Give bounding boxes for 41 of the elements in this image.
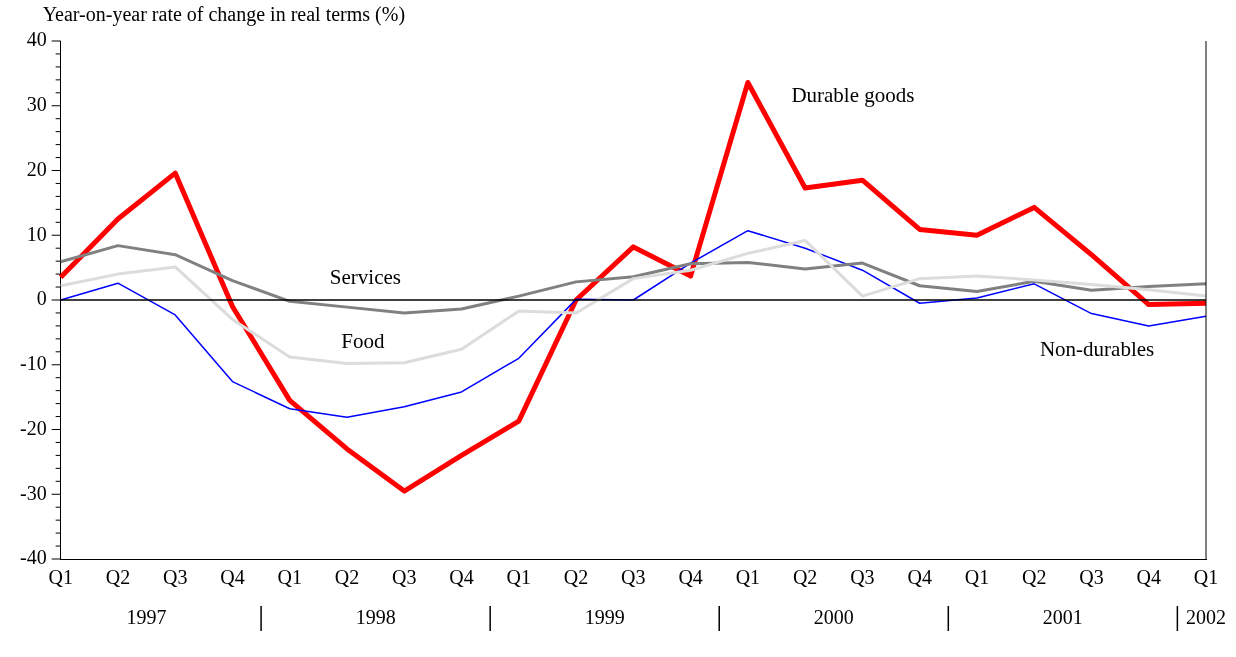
text: 2002 — [1186, 606, 1226, 629]
x-tick-label: Q1 — [277, 566, 302, 589]
x-tick-label: Q3 — [392, 566, 417, 589]
x-tick-label: Q1 — [964, 566, 990, 589]
y-tick-label: -40 — [19, 546, 47, 569]
x-tick-label: Q4 — [1136, 566, 1161, 589]
series-label: Services — [329, 264, 401, 289]
x-tick-label: Q2 — [105, 566, 131, 589]
series-label: Non-durables — [1039, 337, 1155, 362]
x-tick-label: Q4 — [220, 566, 245, 589]
text: 2001 — [1042, 606, 1083, 629]
x-tick-label: Q3 — [850, 566, 875, 589]
x-tick-label: Q1 — [1193, 566, 1219, 589]
y-tick-label: 0 — [36, 287, 47, 310]
y-tick-label: 40 — [26, 28, 47, 51]
x-tick-label: Q2 — [334, 566, 360, 589]
x-tick-label: Q4 — [678, 566, 703, 589]
y-tick-label: 20 — [26, 157, 47, 180]
y-tick-label: -30 — [19, 481, 47, 504]
x-tick-label: Q2 — [792, 566, 818, 589]
text: 1998 — [355, 606, 396, 629]
y-tick-label: -20 — [19, 416, 47, 439]
x-tick-label: Q3 — [621, 566, 646, 589]
series-label: Durable goods — [791, 82, 915, 107]
x-tick-label: Q1 — [48, 566, 73, 589]
y-axis-title: Year-on-year rate of change in real terms (%) — [42, 3, 406, 27]
x-tick-label: Q4 — [907, 566, 932, 589]
x-tick-label: Q3 — [1079, 566, 1104, 589]
x-tick-label: Q2 — [563, 566, 589, 589]
y-tick-label: -10 — [19, 352, 47, 374]
x-tick-label: Q2 — [1021, 566, 1047, 589]
text: 1997 — [126, 606, 167, 629]
x-tick-label: Q4 — [449, 566, 474, 589]
y-tick-label: 10 — [26, 222, 47, 245]
text: 1999 — [584, 606, 625, 629]
x-tick-label: Q1 — [735, 566, 761, 589]
series-label: Food — [341, 329, 385, 354]
x-tick-label: Q1 — [506, 566, 532, 589]
y-tick-label: 30 — [26, 93, 47, 115]
x-tick-label: Q3 — [162, 566, 188, 589]
text: 2000 — [813, 606, 854, 629]
